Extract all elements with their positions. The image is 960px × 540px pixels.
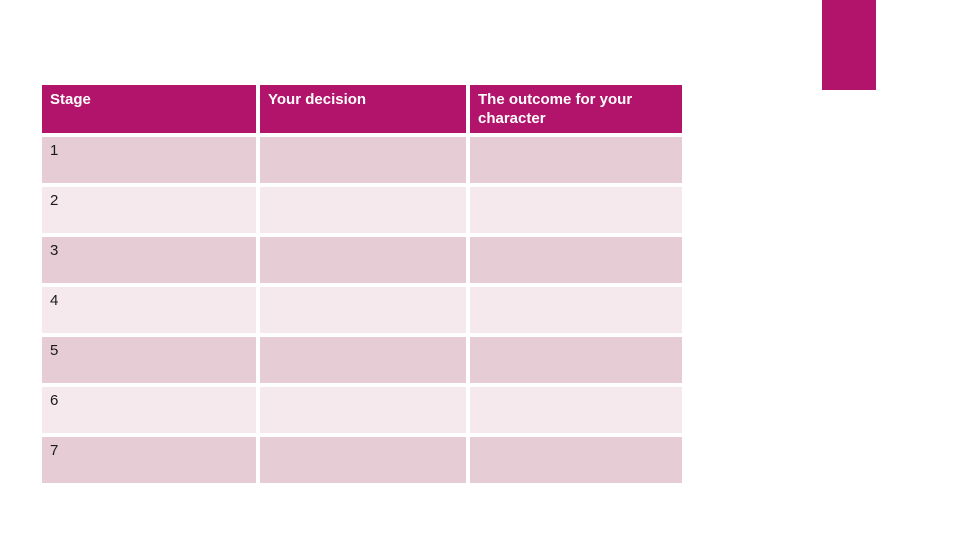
cell-outcome-3 (470, 237, 682, 283)
cell-stage-2: 2 (42, 187, 256, 233)
header-cell-stage: Stage (42, 85, 256, 133)
cell-stage-4: 4 (42, 287, 256, 333)
cell-stage-7: 7 (42, 437, 256, 483)
header-cell-decision: Your decision (260, 85, 466, 133)
cell-decision-6 (260, 387, 466, 433)
cell-outcome-2 (470, 187, 682, 233)
header-cell-outcome: The outcome for your character (470, 85, 682, 133)
cell-decision-5 (260, 337, 466, 383)
cell-outcome-7 (470, 437, 682, 483)
cell-decision-1 (260, 137, 466, 183)
cell-outcome-4 (470, 287, 682, 333)
corner-accent-rectangle (822, 0, 876, 90)
cell-stage-3: 3 (42, 237, 256, 283)
cell-stage-5: 5 (42, 337, 256, 383)
cell-stage-6: 6 (42, 387, 256, 433)
cell-outcome-1 (470, 137, 682, 183)
cell-outcome-5 (470, 337, 682, 383)
cell-decision-3 (260, 237, 466, 283)
cell-stage-1: 1 (42, 137, 256, 183)
stage-table: Stage Your decision The outcome for your… (42, 85, 682, 483)
cell-decision-4 (260, 287, 466, 333)
cell-outcome-6 (470, 387, 682, 433)
cell-decision-7 (260, 437, 466, 483)
cell-decision-2 (260, 187, 466, 233)
